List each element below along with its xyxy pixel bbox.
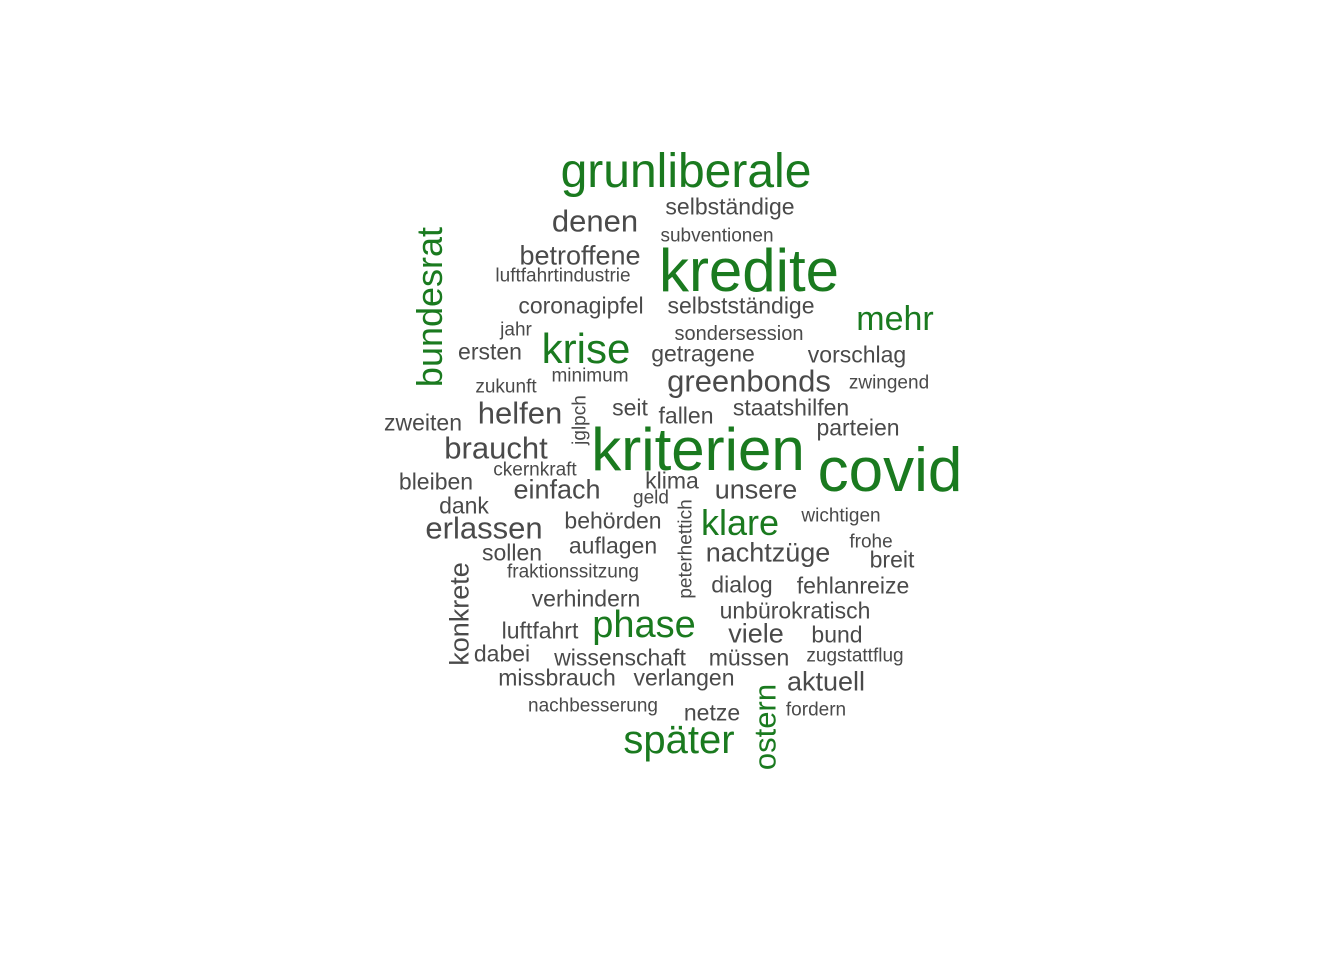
word-klare: klare xyxy=(700,502,780,543)
word-nachtzuege: nachtzüge xyxy=(705,537,831,568)
word-krise: krise xyxy=(541,325,631,372)
word-luftfahrt: luftfahrt xyxy=(501,617,579,644)
word-vorschlag: vorschlag xyxy=(807,341,907,368)
word-covid: covid xyxy=(817,436,963,505)
word-helfen: helfen xyxy=(477,395,563,431)
word-sondersession: sondersession xyxy=(674,323,804,345)
word-behoerden: behörden xyxy=(564,507,662,534)
word-braucht: braucht xyxy=(444,430,548,466)
word-kredite: kredite xyxy=(658,237,840,304)
word-phase: phase xyxy=(592,604,696,646)
word-verhindern: verhindern xyxy=(531,585,641,612)
word-breit: breit xyxy=(869,546,915,573)
word-dabei: dabei xyxy=(473,640,531,667)
word-selbstaendige: selbständige xyxy=(665,193,795,220)
word-verlangen: verlangen xyxy=(633,664,735,691)
word-minimum: minimum xyxy=(551,365,629,387)
word-zweiten: zweiten xyxy=(384,409,462,436)
word-seit: seit xyxy=(612,394,648,421)
word-erlassen: erlassen xyxy=(425,510,543,546)
word-luftfahrtindustrie: luftfahrtindustrie xyxy=(495,265,631,287)
word-coronagipfel: coronagipfel xyxy=(518,292,644,319)
word-ersten: ersten xyxy=(458,338,522,365)
word-grunliberale: grunliberale xyxy=(560,145,812,198)
word-zwingend: zwingend xyxy=(848,372,930,394)
word-wichtigen: wichtigen xyxy=(801,505,881,527)
word-fallen: fallen xyxy=(658,402,714,429)
word-fehlanreize: fehlanreize xyxy=(796,572,910,599)
word-viele: viele xyxy=(728,618,784,649)
word-zugstattflug: zugstattflug xyxy=(806,645,904,667)
word-sollen: sollen xyxy=(481,539,543,566)
word-dank: dank xyxy=(439,492,489,519)
word-dialog: dialog xyxy=(711,571,773,598)
word-fordern: fordern xyxy=(785,699,847,721)
word-netze: netze xyxy=(683,699,741,726)
word-denen: denen xyxy=(551,203,639,239)
word-bund: bund xyxy=(811,621,863,648)
word-greenbonds: greenbonds xyxy=(667,363,831,399)
word-mehr: mehr xyxy=(856,300,934,338)
word-ckernkraft: ckernkraft xyxy=(493,459,577,481)
word-kriterien: kriterien xyxy=(591,416,805,483)
word-jahr: jahr xyxy=(500,319,532,341)
word-einfach: einfach xyxy=(513,474,601,505)
word-subventionen: subventionen xyxy=(660,225,774,247)
word-konkrete: konkrete xyxy=(444,562,475,666)
word-selbststaendige: selbstständige xyxy=(667,292,815,319)
word-unsere: unsere xyxy=(714,474,798,505)
word-spaeter: später xyxy=(623,718,735,762)
word-klima: klima xyxy=(645,467,699,494)
word-geld: geld xyxy=(633,487,669,509)
word-aktuell: aktuell xyxy=(786,666,866,697)
word-muessen: müssen xyxy=(708,644,790,671)
word-staatshilfen: staatshilfen xyxy=(732,394,850,421)
word-peterhettich: peterhettich xyxy=(675,499,697,599)
word-zukunft: zukunft xyxy=(475,376,537,398)
word-parteien: parteien xyxy=(816,414,900,441)
word-getragene: getragene xyxy=(651,340,755,367)
word-bundesrat: bundesrat xyxy=(409,226,450,388)
word-bleiben: bleiben xyxy=(398,468,474,495)
word-betroffene: betroffene xyxy=(519,240,641,271)
word-missbrauch: missbrauch xyxy=(498,664,616,691)
word-frohe: frohe xyxy=(849,531,893,553)
word-fraktionssitzung: fraktionssitzung xyxy=(506,561,640,583)
word-nachbesserung: nachbesserung xyxy=(528,695,658,717)
word-unbuerokratisch: unbürokratisch xyxy=(719,597,871,624)
word-wissenschaft: wissenschaft xyxy=(554,644,686,671)
word-ostern: ostern xyxy=(747,683,783,771)
word-jglpch: jglpch xyxy=(569,395,591,445)
word-auflagen: auflagen xyxy=(568,532,658,559)
